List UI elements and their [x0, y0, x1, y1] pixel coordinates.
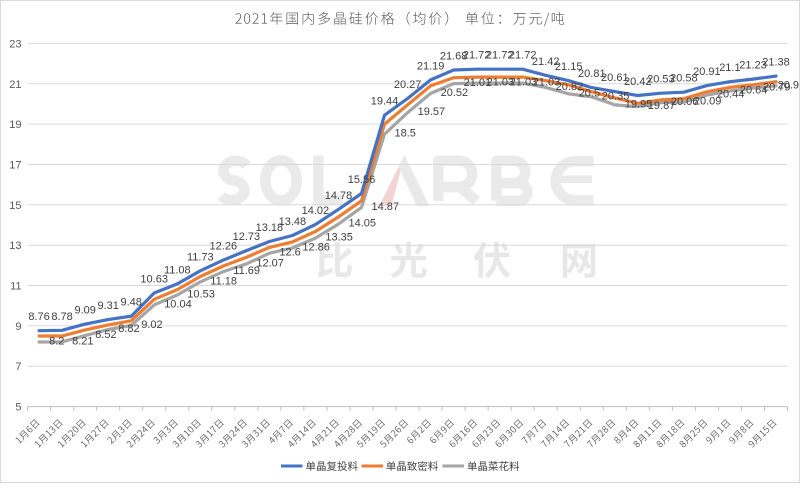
svg-text:11.18: 11.18 — [210, 275, 237, 287]
svg-text:20.44: 20.44 — [717, 89, 745, 101]
svg-text:19.95: 19.95 — [625, 98, 653, 110]
svg-text:9.31: 9.31 — [97, 300, 118, 312]
svg-text:21.01: 21.01 — [464, 77, 492, 89]
svg-text:5: 5 — [15, 402, 21, 414]
svg-text:8.82: 8.82 — [118, 323, 139, 335]
svg-text:8.52: 8.52 — [95, 329, 116, 341]
svg-text:20.82: 20.82 — [556, 81, 584, 93]
svg-text:21.19: 21.19 — [417, 60, 445, 72]
svg-text:15: 15 — [9, 200, 21, 212]
svg-text:20.61: 20.61 — [601, 72, 629, 84]
svg-text:10.53: 10.53 — [187, 289, 215, 301]
svg-text:19.57: 19.57 — [418, 106, 446, 118]
svg-text:18.5: 18.5 — [395, 128, 416, 140]
svg-text:12.73: 12.73 — [233, 231, 261, 243]
svg-text:13.18: 13.18 — [256, 222, 284, 234]
svg-text:11.69: 11.69 — [233, 265, 260, 277]
svg-text:20.79: 20.79 — [763, 82, 791, 94]
svg-text:10.63: 10.63 — [140, 274, 168, 286]
svg-text:20.9: 20.9 — [778, 79, 799, 91]
svg-text:14.05: 14.05 — [349, 218, 377, 230]
svg-text:9.48: 9.48 — [120, 297, 141, 309]
svg-text:15.56: 15.56 — [348, 174, 376, 186]
svg-text:12.07: 12.07 — [256, 257, 284, 269]
svg-text:21.1: 21.1 — [719, 62, 740, 74]
svg-text:21.72: 21.72 — [486, 50, 514, 62]
svg-text:20.91: 20.91 — [693, 66, 721, 78]
svg-text:20.53: 20.53 — [647, 74, 675, 86]
svg-text:20.06: 20.06 — [671, 96, 699, 108]
svg-text:20.64: 20.64 — [740, 85, 768, 97]
svg-text:20.81: 20.81 — [578, 68, 606, 80]
svg-text:13.35: 13.35 — [325, 232, 353, 244]
svg-text:11.08: 11.08 — [164, 264, 191, 276]
svg-text:12.6: 12.6 — [279, 247, 300, 259]
svg-text:20.52: 20.52 — [441, 87, 469, 99]
svg-text:21.03: 21.03 — [510, 77, 538, 89]
svg-text:21.03: 21.03 — [487, 77, 515, 89]
svg-text:19.87: 19.87 — [648, 100, 676, 112]
svg-text:14.02: 14.02 — [302, 205, 330, 217]
svg-text:11.73: 11.73 — [187, 251, 214, 263]
svg-text:12.86: 12.86 — [302, 242, 330, 254]
svg-text:21.72: 21.72 — [509, 50, 537, 62]
svg-text:14.78: 14.78 — [325, 190, 353, 202]
svg-text:21.72: 21.72 — [463, 50, 491, 62]
svg-text:13: 13 — [9, 240, 21, 252]
svg-text:20.27: 20.27 — [394, 79, 422, 91]
svg-text:14.87: 14.87 — [372, 201, 400, 213]
svg-text:21.15: 21.15 — [555, 61, 583, 73]
svg-text:8.2: 8.2 — [49, 336, 64, 348]
svg-text:21: 21 — [9, 79, 21, 91]
svg-text:21.42: 21.42 — [532, 56, 560, 68]
svg-text:21.38: 21.38 — [762, 57, 790, 69]
svg-text:23: 23 — [9, 38, 21, 50]
svg-text:9.02: 9.02 — [141, 319, 162, 331]
svg-text:9.09: 9.09 — [74, 305, 95, 317]
svg-text:9: 9 — [15, 321, 21, 333]
svg-text:12.26: 12.26 — [210, 241, 238, 253]
svg-text:20.5: 20.5 — [579, 87, 600, 99]
svg-text:19: 19 — [9, 119, 21, 131]
svg-text:19.44: 19.44 — [371, 96, 399, 108]
svg-text:8.78: 8.78 — [51, 311, 72, 323]
svg-text:20.09: 20.09 — [694, 96, 722, 108]
svg-text:13.48: 13.48 — [279, 216, 307, 228]
svg-text:10.04: 10.04 — [164, 298, 192, 310]
svg-text:20.58: 20.58 — [670, 73, 698, 85]
svg-text:21.03: 21.03 — [533, 77, 561, 89]
svg-text:20.42: 20.42 — [624, 76, 652, 88]
svg-text:11: 11 — [10, 281, 21, 293]
svg-text:17: 17 — [9, 160, 21, 172]
svg-text:8.76: 8.76 — [28, 311, 49, 323]
svg-text:21.23: 21.23 — [739, 60, 767, 72]
svg-text:8.21: 8.21 — [72, 335, 93, 347]
svg-text:21.68: 21.68 — [440, 51, 468, 63]
svg-text:20.35: 20.35 — [602, 90, 630, 102]
svg-text:7: 7 — [15, 361, 21, 373]
